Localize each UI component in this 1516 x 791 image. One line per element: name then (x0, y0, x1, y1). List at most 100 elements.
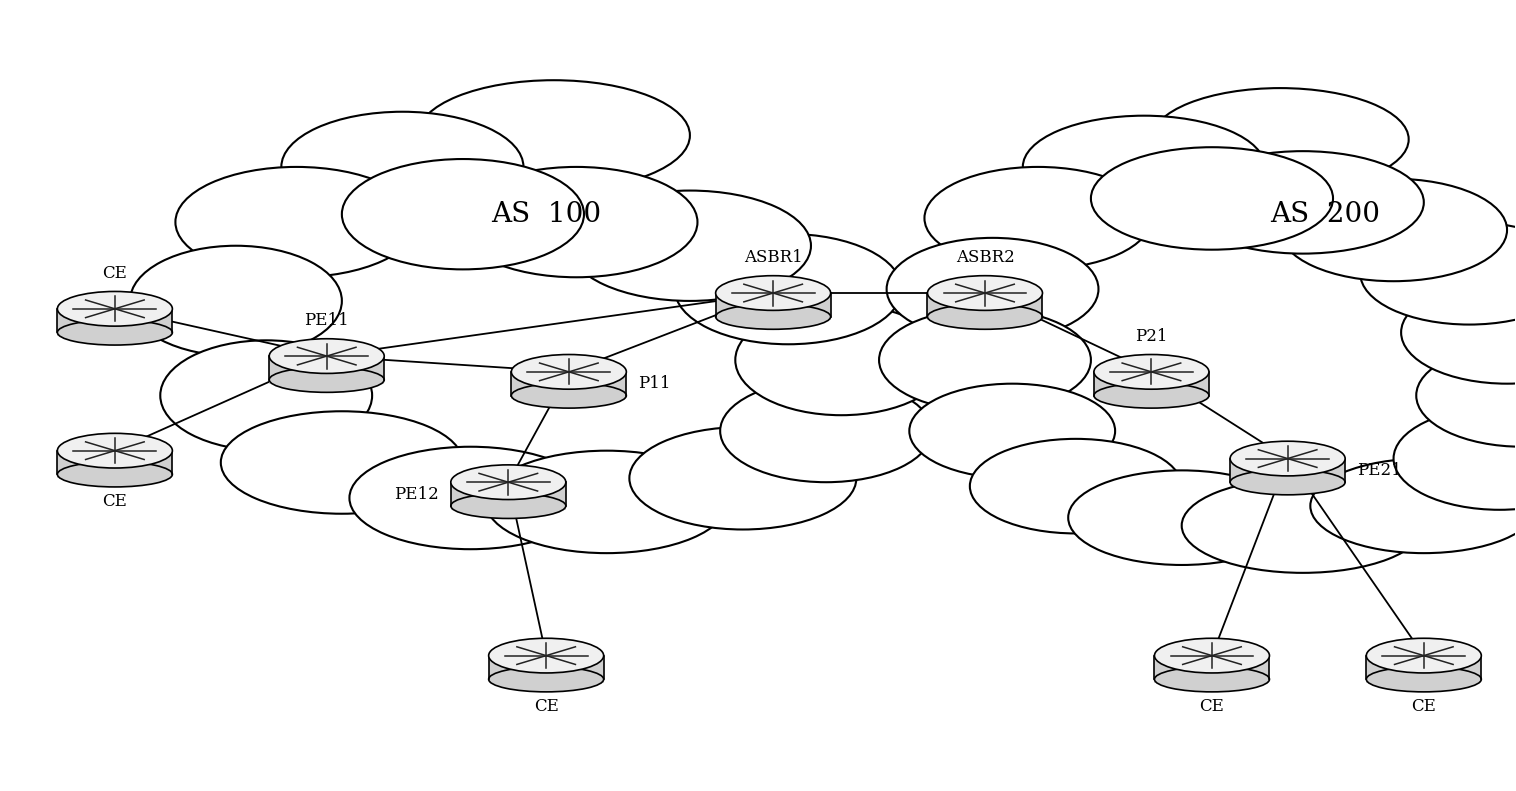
Ellipse shape (1023, 115, 1264, 218)
Ellipse shape (450, 494, 565, 518)
Ellipse shape (485, 451, 728, 553)
Ellipse shape (221, 411, 462, 513)
Ellipse shape (1181, 479, 1424, 573)
Ellipse shape (716, 304, 831, 329)
Ellipse shape (343, 159, 584, 270)
Ellipse shape (887, 238, 1099, 340)
Ellipse shape (1416, 344, 1516, 447)
Ellipse shape (568, 191, 811, 301)
Ellipse shape (270, 367, 384, 392)
Text: CE: CE (103, 494, 127, 510)
Ellipse shape (735, 305, 948, 415)
Text: PE12: PE12 (394, 486, 438, 502)
Ellipse shape (970, 439, 1181, 533)
Polygon shape (488, 660, 603, 683)
Ellipse shape (58, 320, 173, 345)
Ellipse shape (1366, 638, 1481, 673)
Ellipse shape (488, 638, 603, 673)
Ellipse shape (1393, 407, 1516, 509)
Ellipse shape (130, 246, 343, 356)
Ellipse shape (58, 433, 173, 468)
Ellipse shape (282, 112, 523, 222)
Ellipse shape (511, 383, 626, 408)
Polygon shape (1229, 464, 1345, 486)
Ellipse shape (720, 380, 932, 483)
Ellipse shape (568, 191, 811, 301)
Text: CE: CE (534, 698, 558, 715)
Ellipse shape (349, 447, 591, 549)
Text: ASBR1: ASBR1 (744, 249, 802, 267)
Ellipse shape (1360, 222, 1516, 324)
Text: AS  200: AS 200 (1270, 201, 1381, 228)
Ellipse shape (1393, 407, 1516, 509)
Ellipse shape (629, 427, 857, 529)
Polygon shape (511, 377, 626, 399)
Ellipse shape (1023, 115, 1264, 218)
Ellipse shape (1401, 282, 1516, 384)
Text: P11: P11 (638, 375, 672, 392)
Ellipse shape (161, 340, 371, 451)
Text: PE11: PE11 (305, 312, 349, 329)
Ellipse shape (343, 159, 584, 270)
Ellipse shape (1366, 667, 1481, 692)
Ellipse shape (349, 447, 591, 549)
Ellipse shape (720, 380, 932, 483)
Ellipse shape (910, 384, 1116, 479)
Ellipse shape (1229, 470, 1345, 495)
Polygon shape (1095, 377, 1208, 399)
Ellipse shape (928, 304, 1043, 329)
Polygon shape (1366, 660, 1481, 683)
Ellipse shape (1416, 344, 1516, 447)
Polygon shape (928, 298, 1043, 320)
Ellipse shape (1095, 354, 1208, 389)
Polygon shape (450, 487, 565, 509)
Ellipse shape (1181, 479, 1424, 573)
Ellipse shape (1280, 179, 1507, 282)
Ellipse shape (1229, 441, 1345, 476)
Ellipse shape (716, 276, 831, 310)
Text: PE21: PE21 (1357, 462, 1402, 479)
Ellipse shape (417, 80, 690, 191)
Ellipse shape (176, 167, 417, 278)
Polygon shape (58, 314, 173, 336)
Ellipse shape (58, 462, 173, 487)
Ellipse shape (1181, 151, 1424, 254)
Polygon shape (270, 361, 384, 384)
Ellipse shape (511, 354, 626, 389)
Ellipse shape (221, 411, 462, 513)
Ellipse shape (161, 340, 371, 451)
Ellipse shape (1401, 282, 1516, 384)
Ellipse shape (675, 234, 902, 344)
Ellipse shape (879, 308, 1092, 411)
Text: CE: CE (1411, 698, 1436, 715)
Text: AS  100: AS 100 (491, 201, 602, 228)
Text: CE: CE (1199, 698, 1225, 715)
Ellipse shape (1360, 222, 1516, 324)
Polygon shape (1155, 660, 1269, 683)
Text: P21: P21 (1135, 328, 1167, 345)
Ellipse shape (1069, 471, 1295, 565)
Ellipse shape (1152, 88, 1408, 191)
Ellipse shape (925, 167, 1152, 270)
Ellipse shape (928, 276, 1043, 310)
Ellipse shape (1155, 667, 1269, 692)
Ellipse shape (130, 246, 343, 356)
Ellipse shape (488, 667, 603, 692)
Ellipse shape (925, 167, 1152, 270)
Ellipse shape (887, 238, 1099, 340)
Ellipse shape (970, 439, 1181, 533)
Ellipse shape (1181, 151, 1424, 254)
Ellipse shape (270, 339, 384, 373)
Ellipse shape (58, 291, 173, 326)
Ellipse shape (176, 167, 417, 278)
Ellipse shape (1095, 383, 1208, 408)
Ellipse shape (735, 305, 948, 415)
Ellipse shape (675, 234, 902, 344)
Ellipse shape (455, 167, 697, 278)
Ellipse shape (1310, 459, 1516, 553)
Polygon shape (716, 298, 831, 320)
Ellipse shape (879, 308, 1092, 411)
Ellipse shape (455, 167, 697, 278)
Ellipse shape (282, 112, 523, 222)
Polygon shape (58, 456, 173, 478)
